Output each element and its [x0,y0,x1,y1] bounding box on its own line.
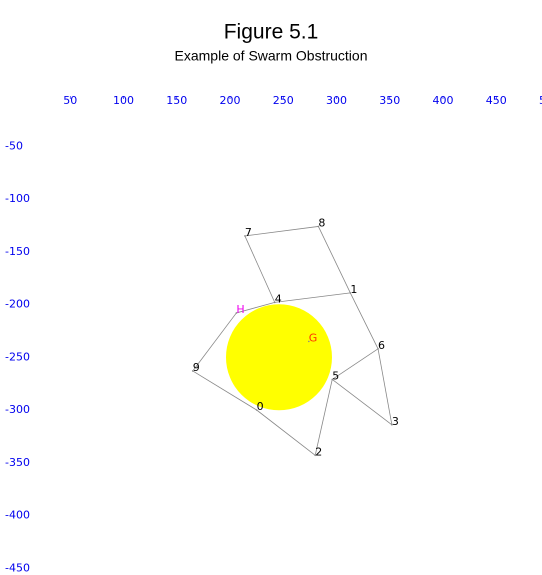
x-tick-label: 150 [166,94,187,107]
node-label: G [309,331,318,344]
edge [314,379,333,456]
node-label: 7 [245,226,252,239]
edge [332,348,379,380]
y-tick-label: -250 [5,350,30,363]
edge [244,235,276,303]
node-point [244,235,246,237]
node-point [331,378,334,381]
node-label: 1 [350,283,357,296]
node-label: 8 [318,216,325,229]
node-point [317,225,320,228]
node-point [235,312,238,314]
node-label: 0 [257,400,264,413]
edge [236,302,275,314]
node-point [349,292,352,294]
edge [192,370,257,411]
y-tick-label: -350 [5,456,30,469]
edge [318,226,351,294]
edge [244,226,319,237]
node-point [308,340,310,343]
y-tick-label: -300 [5,403,30,416]
y-tick-label: -150 [5,245,30,258]
node-label: 3 [392,415,399,428]
x-tick-label: 250 [273,94,294,107]
edge [331,379,393,426]
node-label: 9 [193,361,200,374]
edge [349,292,379,349]
node-label: 6 [378,339,385,352]
y-tick-label: -100 [5,192,30,205]
x-tick-label: 100 [113,94,134,107]
edge [256,409,316,456]
y-tick-label: -50 [5,139,23,152]
node-label: 5 [332,369,339,382]
node-point [255,409,258,411]
edge [192,312,237,372]
figure-title: Figure 5.1 [224,21,319,44]
node-point [191,370,194,372]
node-label: 2 [315,445,322,458]
figure-subtitle: Example of Swarm Obstruction [175,48,368,64]
x-tick-label: 450 [486,94,507,107]
node-point [377,348,379,350]
x-tick-label: 350 [379,94,400,107]
obstacle [225,304,332,411]
y-tick-label: -450 [5,561,30,574]
x-tick-label: 200 [220,94,241,107]
x-tick-label: 400 [433,94,454,107]
edge [377,348,393,425]
node-label: 4 [275,292,282,305]
node-label: H [236,303,244,316]
edge [274,292,351,303]
y-tick-label: -200 [5,298,30,311]
y-tick-label: -400 [5,509,30,522]
node-point [273,301,276,304]
x-tick-label: 500 [539,94,542,107]
x-tick-label: 300 [326,94,347,107]
node-point [391,423,393,426]
node-point [314,454,317,457]
x-tick-label: 50 [63,94,77,107]
